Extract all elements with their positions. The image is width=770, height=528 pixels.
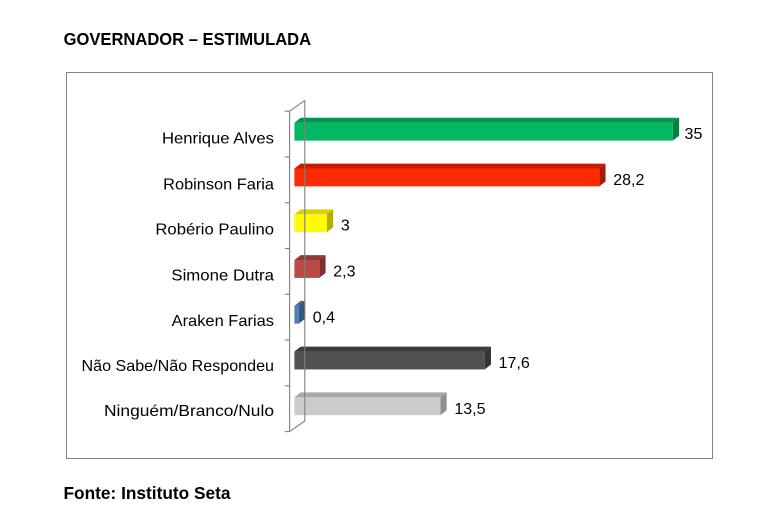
svg-text:13,5: 13,5 [454,401,485,418]
svg-text:Fonte: Instituto Seta: Fonte: Instituto Seta [64,483,231,503]
svg-text:Henrique Alves: Henrique Alves [162,130,274,147]
svg-text:Robinson Faria: Robinson Faria [163,177,274,194]
svg-text:Araken Farias: Araken Farias [172,313,274,330]
svg-text:GOVERNADOR – ESTIMULADA: GOVERNADOR – ESTIMULADA [64,29,312,49]
svg-text:Ninguém/Branco/Nulo: Ninguém/Branco/Nulo [104,403,274,420]
svg-text:Robério Paulino: Robério Paulino [155,222,274,239]
svg-text:17,6: 17,6 [499,355,530,372]
svg-text:Simone Dutra: Simone Dutra [171,268,274,285]
svg-text:0,4: 0,4 [313,309,335,326]
svg-text:2,3: 2,3 [333,264,355,281]
svg-text:35: 35 [685,126,703,143]
svg-text:28,2: 28,2 [613,172,644,189]
svg-text:3: 3 [341,218,350,235]
svg-text:Não Sabe/Não Respondeu: Não Sabe/Não Respondeu [82,358,275,375]
